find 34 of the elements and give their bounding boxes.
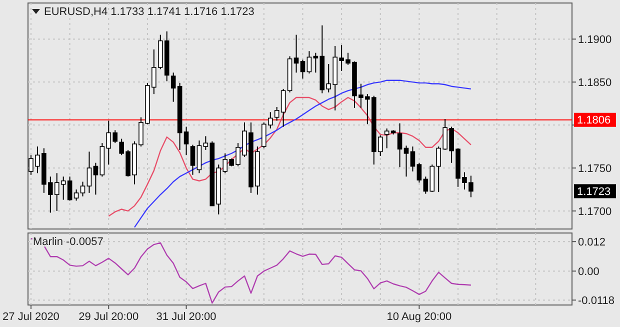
chart-title: EURUSD,H4 1.1733 1.1741 1.1716 1.1723 — [44, 6, 254, 18]
candlestick — [294, 34, 299, 74]
candlestick — [86, 151, 92, 194]
y-tick-label: -0.0118 — [578, 294, 614, 307]
candlestick — [416, 162, 422, 184]
candlestick — [410, 146, 416, 172]
candlestick — [306, 50, 312, 74]
candlestick — [404, 145, 409, 178]
candlestick — [397, 122, 402, 168]
candlestick — [80, 181, 86, 197]
line-series — [134, 80, 472, 228]
y-tick-label: 1.1850 — [578, 76, 612, 89]
candlestick — [184, 126, 189, 156]
y-tick-label: 1.1750 — [578, 162, 612, 175]
candlestick — [384, 128, 390, 149]
candlestick — [190, 144, 196, 176]
y-tick-label: 1.1700 — [578, 206, 612, 218]
candlestick — [300, 59, 306, 80]
annotation: 1.1723 — [577, 186, 611, 198]
x-tick-label: 10 Aug 20:00 — [386, 311, 452, 323]
line-series — [108, 96, 472, 217]
x-tick-label: 29 Jul 20:00 — [78, 311, 139, 323]
x-tick-label: 27 Jul 2020 — [2, 311, 60, 323]
line-series — [30, 238, 472, 304]
y-tick-label: 0.012 — [578, 236, 606, 248]
candlestick — [93, 162, 98, 196]
candlestick — [67, 176, 72, 202]
candlestick — [170, 72, 176, 102]
candlestick — [203, 136, 208, 150]
y-tick-label: 0.00 — [578, 266, 600, 278]
x-tick-label: 31 Jul 20:00 — [156, 311, 216, 323]
candlestick — [74, 188, 79, 202]
ref-line-label: 1.1806 — [577, 114, 611, 127]
y-tick-label: 1.1900 — [578, 34, 612, 46]
